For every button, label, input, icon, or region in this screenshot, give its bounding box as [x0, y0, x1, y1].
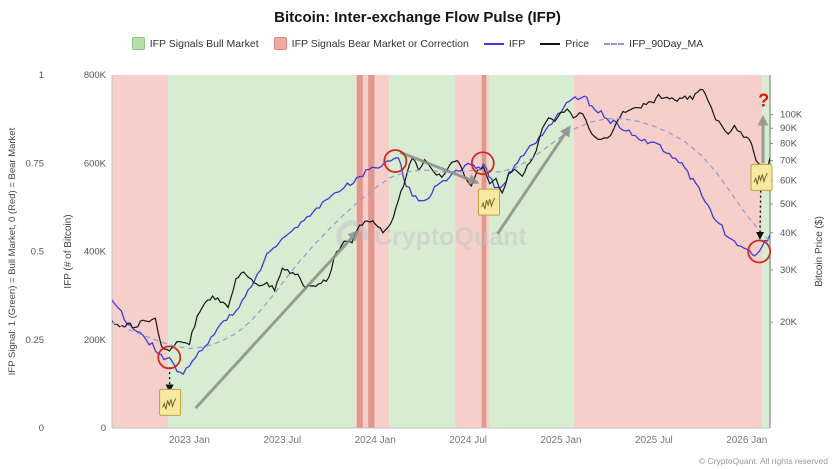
- signal-circle-icon-1: [157, 345, 182, 370]
- legend-label-ifp: IFP: [508, 37, 526, 50]
- svg-text:200K: 200K: [84, 335, 107, 346]
- svg-text:2025 Jan: 2025 Jan: [540, 435, 581, 446]
- svg-text:CryptoQuant: CryptoQuant: [374, 223, 527, 251]
- series: [112, 88, 770, 376]
- legend-label-ma: IFP_90Day_MA: [629, 37, 704, 50]
- signal-circle-icon-2: [383, 149, 408, 173]
- trend-arrow-icon-1: [194, 230, 359, 410]
- svg-text:0.25: 0.25: [26, 335, 45, 346]
- ifp-line: [112, 95, 770, 376]
- legend-label-bull: IFP Signals Bull Market: [149, 37, 259, 50]
- svg-text:80K: 80K: [780, 138, 798, 149]
- cryptoquant-logo-icon: [336, 220, 368, 252]
- svg-text:90K: 90K: [780, 123, 798, 134]
- chart-title: Bitcoin: Inter-exchange Flow Pulse (IFP): [274, 9, 561, 26]
- trend-arrow-icon-2: [399, 150, 480, 185]
- legend-label-price: Price: [565, 37, 590, 50]
- signal-circle-icon-4: [747, 239, 772, 264]
- svg-text:600K: 600K: [84, 158, 107, 169]
- svg-text:2024 Jul: 2024 Jul: [449, 435, 487, 446]
- svg-text:IFP (# of Bitcoin): IFP (# of Bitcoin): [63, 214, 74, 288]
- svg-text:2023 Jul: 2023 Jul: [263, 435, 301, 446]
- legend-item-price[interactable]: Price: [540, 38, 589, 50]
- signal-bands: [112, 75, 770, 428]
- svg-text:400K: 400K: [84, 247, 107, 258]
- ma-line: [112, 118, 770, 350]
- mini-chart-marker-icon-3: [750, 163, 773, 191]
- signal-circle-icon-3: [470, 151, 495, 176]
- svg-text:2024 Jan: 2024 Jan: [355, 435, 396, 446]
- svg-text:40K: 40K: [780, 228, 798, 239]
- svg-text:0.75: 0.75: [26, 158, 45, 169]
- svg-text:2023 Jan: 2023 Jan: [169, 435, 210, 446]
- mini-chart-marker-icon-2: [478, 188, 500, 216]
- svg-text:0: 0: [101, 423, 106, 434]
- legend-swatch-bear-icon: [273, 37, 287, 50]
- svg-text:2026 Jan: 2026 Jan: [726, 435, 767, 446]
- axis-ticks: 0 0.25 0.5 0.75 1 0 200K 400K 600K 800K 20K 30K 40K 5…: [7, 70, 825, 446]
- svg-text:100K: 100K: [780, 110, 803, 121]
- legend-swatch-bull-icon: [131, 37, 145, 50]
- svg-text:800K: 800K: [84, 70, 107, 81]
- legend-label-bear: IFP Signals Bear Market or Correction: [291, 37, 469, 50]
- legend: IFP Signals Bull Market IFP Signals Bear …: [0, 37, 835, 50]
- trend-arrow-icon-3: [496, 125, 571, 235]
- svg-text:Bitcoin Price ($): Bitcoin Price ($): [814, 216, 825, 287]
- svg-text:0.5: 0.5: [31, 247, 44, 258]
- price-line: [112, 88, 770, 352]
- svg-text:IFP Signal: 1 (Green) = Bull M: IFP Signal: 1 (Green) = Bull Market, 0 (…: [7, 127, 18, 375]
- legend-item-ifp[interactable]: IFP: [483, 37, 526, 50]
- mini-chart-marker-icon-1: [159, 388, 182, 416]
- svg-text:0: 0: [39, 423, 44, 434]
- svg-text:70K: 70K: [780, 156, 798, 167]
- legend-swatch-ma: [604, 42, 625, 45]
- svg-text:2025 Jul: 2025 Jul: [635, 435, 673, 446]
- annotations: ?: [157, 91, 773, 416]
- svg-text:30K: 30K: [780, 265, 798, 276]
- svg-text:50K: 50K: [780, 199, 798, 210]
- legend-item-ma[interactable]: IFP_90Day_MA: [604, 38, 703, 50]
- legend-swatch-ifp: [483, 42, 504, 45]
- svg-text:60K: 60K: [780, 176, 798, 187]
- svg-text:?: ?: [758, 91, 769, 111]
- svg-text:20K: 20K: [780, 317, 798, 328]
- copyright-note: © CryptoQuant. All rights reserved: [698, 456, 828, 466]
- svg-text:1: 1: [39, 70, 44, 81]
- legend-item-bear[interactable]: IFP Signals Bear Market or Correction: [273, 37, 469, 50]
- legend-swatch-price: [540, 42, 561, 45]
- legend-item-bull[interactable]: IFP Signals Bull Market: [131, 37, 259, 50]
